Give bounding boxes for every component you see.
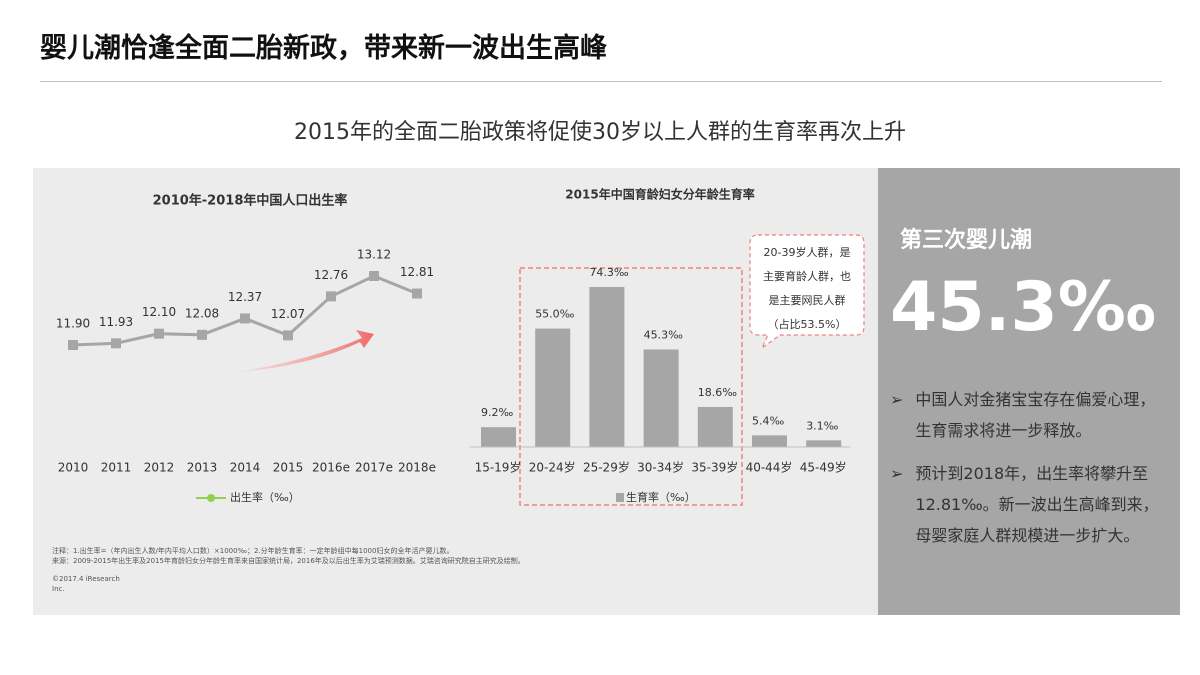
- divider: [40, 81, 1162, 82]
- point: [283, 330, 293, 341]
- x-tick-label: 2018e: [398, 461, 436, 475]
- side-big-number: 45.3‰: [890, 268, 1156, 347]
- callout-text: （占比53.5%）: [768, 317, 847, 331]
- note: 来源：2009-2015年出生率及2015年育龄妇女分年龄生育率来自国家统计局，…: [52, 557, 525, 565]
- value-label: 5.4‰: [752, 414, 784, 427]
- value-label: 55.0‰: [535, 308, 574, 321]
- value-label: 12.08: [185, 306, 219, 320]
- trend-arrow: [238, 330, 374, 372]
- side-heading: 第三次婴儿潮: [900, 228, 1033, 253]
- point: [154, 328, 164, 339]
- x-tick-label: 2013: [187, 461, 218, 475]
- bar: [589, 287, 625, 447]
- point: [326, 291, 336, 302]
- x-tick-label: 20-24岁: [529, 460, 576, 475]
- value-label: 74.3‰: [589, 266, 628, 279]
- bullet-text: 中国人对金猪宝宝存在偏爱心理，生育需求将进一步释放。: [915, 390, 1156, 440]
- value-label: 3.1‰: [806, 419, 838, 432]
- value-label: 11.90: [56, 317, 90, 331]
- value-label: 12.76: [314, 268, 348, 282]
- value-label: 13.12: [357, 248, 391, 262]
- chart-title: 2010年-2018年中国人口出生率: [153, 193, 348, 209]
- value-label: 9.2‰: [481, 406, 513, 419]
- legend-label: 出生率（‰）: [230, 490, 300, 504]
- legend-marker: [616, 493, 624, 502]
- x-tick-label: 2015: [273, 461, 304, 475]
- bar: [806, 440, 842, 447]
- x-tick-label: 45-49岁: [800, 460, 847, 475]
- point: [197, 329, 207, 340]
- x-tick-label: 25-29岁: [583, 460, 630, 475]
- side-bullets: ➢ 中国人对金猪宝宝存在偏爱心理，生育需求将进一步释放。 ➢ 预计到2018年，出生…: [890, 384, 1170, 563]
- subtitle: 2015年的全面二胎政策将促使30岁以上人群的生育率再次上升: [294, 120, 906, 145]
- bar: [643, 349, 679, 447]
- callout-text: 主要育龄人群，也: [763, 269, 851, 283]
- bullet-icon: ➢: [890, 464, 904, 483]
- page-title: 婴儿潮恰逢全面二胎新政，带来新一波出生高峰: [40, 33, 607, 64]
- copyright: ©2017.4 iResearch Inc.: [52, 574, 525, 594]
- callout-bubble: [749, 234, 865, 350]
- bar: [535, 328, 571, 447]
- x-tick-label: 15-19岁: [475, 460, 522, 475]
- x-tick-label: 30-34岁: [637, 460, 684, 475]
- point: [111, 338, 121, 349]
- value-label: 12.37: [228, 290, 262, 304]
- point: [240, 313, 250, 324]
- highlight-box: [519, 267, 743, 506]
- callout-text: 是主要网民人群: [769, 293, 846, 307]
- x-tick-label: 2017e: [355, 461, 393, 475]
- chart-title: 2015年中国育龄妇女分年龄生育率: [565, 187, 754, 202]
- x-tick-label: 2016e: [312, 461, 350, 475]
- side-panel: [878, 168, 1180, 615]
- value-label: 45.3‰: [644, 328, 683, 341]
- value-label: 12.07: [271, 307, 305, 321]
- x-tick-label: 40-44岁: [746, 460, 793, 475]
- x-tick-label: 2014: [230, 461, 261, 475]
- x-tick-label: 2011: [101, 461, 132, 475]
- callout-text: 20-39岁人群，是: [764, 245, 851, 259]
- bullet: ➢ 中国人对金猪宝宝存在偏爱心理，生育需求将进一步释放。: [890, 384, 1170, 446]
- copyright-line: ©2017.4 iResearch: [52, 575, 120, 583]
- value-label: 18.6‰: [698, 386, 737, 399]
- point: [369, 271, 379, 281]
- x-tick-label: 35-39岁: [691, 460, 738, 475]
- bullet-icon: ➢: [890, 390, 904, 409]
- bullet: ➢ 预计到2018年，出生率将攀升至12.81‰。新一波出生高峰到来，母婴家庭人群…: [890, 458, 1170, 551]
- note: 注释：1.出生率=（年内出生人数/年内平均人口数）×1000‰；2.分年龄生育率…: [52, 547, 454, 555]
- legend-marker: [207, 494, 215, 502]
- bar: [752, 435, 787, 447]
- bar: [481, 427, 516, 447]
- value-label: 12.81: [400, 265, 434, 279]
- bar: [697, 406, 733, 447]
- point: [412, 288, 422, 299]
- value-label: 11.93: [99, 315, 133, 329]
- chart-panel: [33, 168, 878, 615]
- bullet-text: 预计到2018年，出生率将攀升至12.81‰。新一波出生高峰到来，母婴家庭人群规…: [915, 464, 1159, 545]
- notes: 注释：1.出生率=（年内出生人数/年内平均人口数）×1000‰；2.分年龄生育率…: [52, 546, 525, 594]
- copyright-line: Inc.: [52, 585, 65, 593]
- legend-label: 生育率（‰）: [626, 490, 696, 504]
- x-tick-label: 2012: [144, 461, 175, 475]
- value-label: 12.10: [142, 305, 176, 319]
- x-tick-label: 2010: [58, 461, 89, 475]
- point: [68, 340, 78, 350]
